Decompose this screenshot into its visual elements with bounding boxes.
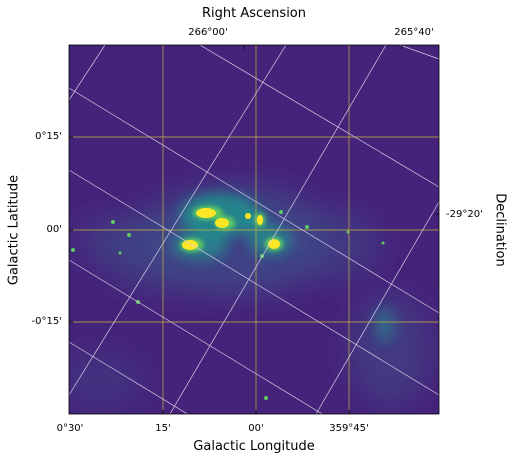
bottom-tick-label: 359°45': [329, 423, 369, 435]
peak-blob: [182, 240, 198, 250]
top-tick-label: 265°40': [394, 27, 434, 39]
peak-blob: [196, 208, 216, 218]
intensity-map: [55, 45, 439, 461]
bottom-tick-label: 00': [248, 423, 263, 435]
top-tick-label: 266°00': [188, 27, 228, 39]
bottom-tick-label: 15': [155, 423, 170, 435]
bottom-tick-label: 0°30': [57, 423, 84, 435]
left-tick-label: -0°15': [32, 316, 62, 328]
top-axis-label: Right Ascension: [202, 6, 306, 21]
right-tick-label: -29°20': [446, 209, 483, 221]
right-axis-label: Declination: [493, 193, 508, 267]
peak-blob: [215, 218, 229, 228]
left-tick-label: 00': [47, 224, 62, 236]
left-tick-label: 0°15': [35, 131, 62, 143]
bottom-axis-label: Galactic Longitude: [193, 439, 314, 454]
peak-blob: [245, 213, 251, 219]
peak-blob: [257, 215, 263, 225]
left-axis-label: Galactic Latitude: [7, 175, 22, 285]
